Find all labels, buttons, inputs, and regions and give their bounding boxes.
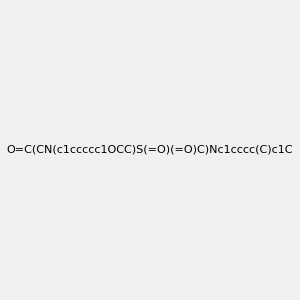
Text: O=C(CN(c1ccccc1OCC)S(=O)(=O)C)Nc1cccc(C)c1C: O=C(CN(c1ccccc1OCC)S(=O)(=O)C)Nc1cccc(C)… [7, 145, 293, 155]
